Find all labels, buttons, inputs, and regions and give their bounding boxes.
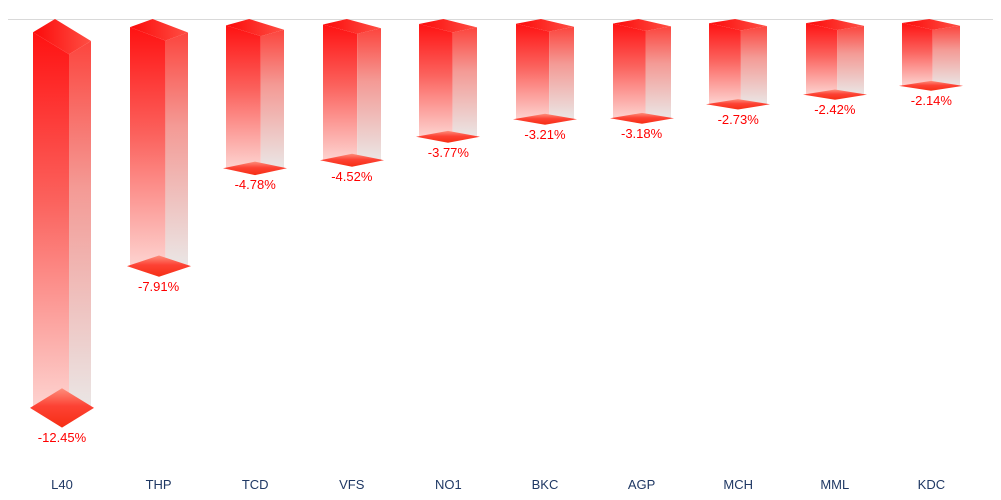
category-label: MML (820, 477, 850, 492)
value-label: -2.73% (717, 111, 759, 127)
category-label: AGP (627, 477, 656, 492)
bar-group-TCD: -4.78% TCD (222, 0, 288, 500)
bar-group-L40: -12.45% L40 (29, 0, 95, 500)
bar-3d (706, 19, 771, 110)
value-label: -2.14% (910, 92, 952, 108)
value-label: -2.42% (814, 101, 856, 117)
value-label: -12.45% (37, 429, 87, 445)
value-label: -3.77% (427, 144, 469, 160)
bar-group-MML: -2.42% MML (802, 0, 868, 500)
bar-group-AGP: -3.18% AGP (609, 0, 675, 500)
category-label: TCD (241, 477, 269, 492)
bar-group-THP: -7.91% THP (126, 0, 192, 500)
zero-baseline (8, 19, 993, 20)
category-label: VFS (339, 477, 365, 492)
bar-3d (126, 19, 191, 277)
value-label: -4.52% (331, 168, 373, 184)
bar-3d (416, 19, 481, 143)
value-label: -3.21% (524, 126, 566, 142)
category-label: NO1 (435, 477, 462, 492)
bar-group-NO1: -3.77% NO1 (415, 0, 481, 500)
bar-3d (802, 19, 867, 100)
bar-3d (319, 19, 384, 167)
category-label: THP (145, 477, 172, 492)
bar-3d (30, 19, 94, 428)
bar-3d (513, 19, 577, 125)
bar-3d (223, 19, 288, 176)
bar-3d (609, 19, 674, 124)
value-label: -7.91% (137, 278, 180, 294)
bar-3d (899, 19, 964, 91)
category-label: MCH (723, 477, 753, 492)
category-label: KDC (917, 477, 946, 492)
value-label: -3.18% (620, 125, 663, 141)
value-label: -4.78% (234, 177, 276, 193)
bar-group-VFS: -4.52% VFS (319, 0, 385, 500)
bar-group-KDC: -2.14% KDC (898, 0, 964, 500)
category-label: BKC (531, 477, 559, 492)
bar-group-MCH: -2.73% MCH (705, 0, 771, 500)
bar-group-BKC: -3.21% BKC (512, 0, 578, 500)
category-label: L40 (51, 477, 73, 492)
